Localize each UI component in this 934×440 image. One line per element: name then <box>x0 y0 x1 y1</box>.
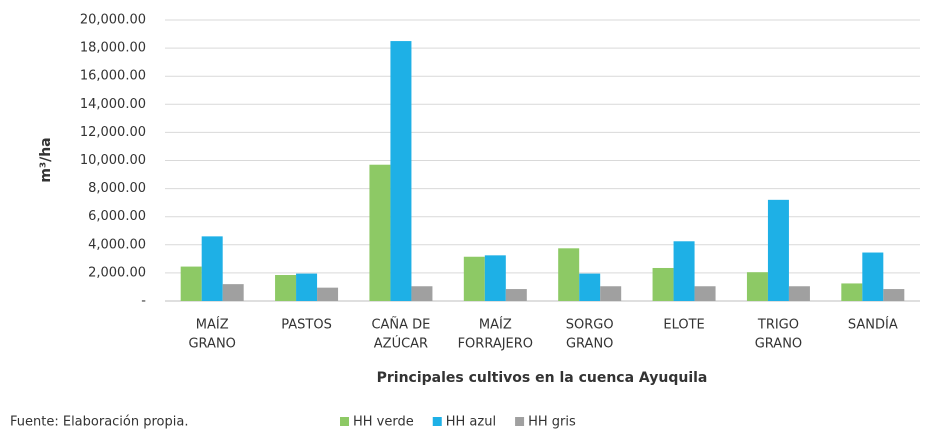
y-tick-label: 20,000.00 <box>80 13 146 28</box>
bar <box>600 286 622 301</box>
bar <box>484 255 506 301</box>
x-tick-label: PASTOS <box>281 318 332 333</box>
x-tick-label: TRIGO <box>757 318 799 333</box>
bar <box>463 256 485 301</box>
bar <box>505 289 527 301</box>
x-tick-label: FORRAJERO <box>458 337 533 352</box>
bar <box>841 283 863 301</box>
legend-swatch <box>340 417 349 426</box>
bar <box>180 266 202 301</box>
bar <box>317 287 339 301</box>
bar <box>746 272 768 301</box>
bar <box>558 248 580 301</box>
x-tick-label: AZÚCAR <box>374 336 428 352</box>
x-tick-label: ELOTE <box>663 318 704 333</box>
x-tick-label: SORGO <box>566 318 614 333</box>
x-tick-label: MAÍZ <box>479 317 512 333</box>
x-tick-label: GRANO <box>188 337 235 352</box>
legend-label: HH verde <box>353 415 414 430</box>
x-tick-label: MAÍZ <box>196 317 229 333</box>
bar <box>390 41 412 301</box>
bar <box>222 284 244 301</box>
y-tick-label: - <box>141 294 146 309</box>
bar <box>694 286 716 301</box>
y-tick-label: 16,000.00 <box>80 69 146 84</box>
y-tick-label: 2,000.00 <box>88 265 146 280</box>
bar <box>767 199 789 301</box>
bar <box>883 289 905 301</box>
y-tick-label: 12,000.00 <box>80 125 146 140</box>
bar <box>296 273 318 301</box>
y-tick-label: 6,000.00 <box>88 209 146 224</box>
bar <box>201 236 223 301</box>
x-tick-label: GRANO <box>566 337 613 352</box>
x-tick-label: CAÑA DE <box>371 317 430 333</box>
bar <box>788 286 810 301</box>
bar <box>275 275 297 301</box>
bar <box>652 267 674 301</box>
bar <box>369 164 391 301</box>
y-axis-title: m³/ha <box>38 137 54 182</box>
y-tick-label: 14,000.00 <box>80 97 146 112</box>
source-note: Fuente: Elaboración propia. <box>10 415 188 430</box>
x-axis-title: Principales cultivos en la cuenca Ayuqui… <box>377 370 708 386</box>
x-tick-label: GRANO <box>755 337 802 352</box>
y-tick-label: 18,000.00 <box>80 41 146 56</box>
bar <box>411 286 433 301</box>
legend-label: HH gris <box>528 415 576 430</box>
bar <box>673 241 695 301</box>
y-tick-label: 8,000.00 <box>88 181 146 196</box>
x-tick-label: SANDÍA <box>848 317 898 333</box>
legend-swatch <box>432 417 442 426</box>
bar <box>862 252 884 301</box>
y-tick-label: 4,000.00 <box>88 237 146 252</box>
legend-label: HH azul <box>446 415 496 430</box>
y-tick-label: 10,000.00 <box>80 153 146 168</box>
legend-swatch <box>515 417 525 426</box>
bar <box>579 273 601 301</box>
